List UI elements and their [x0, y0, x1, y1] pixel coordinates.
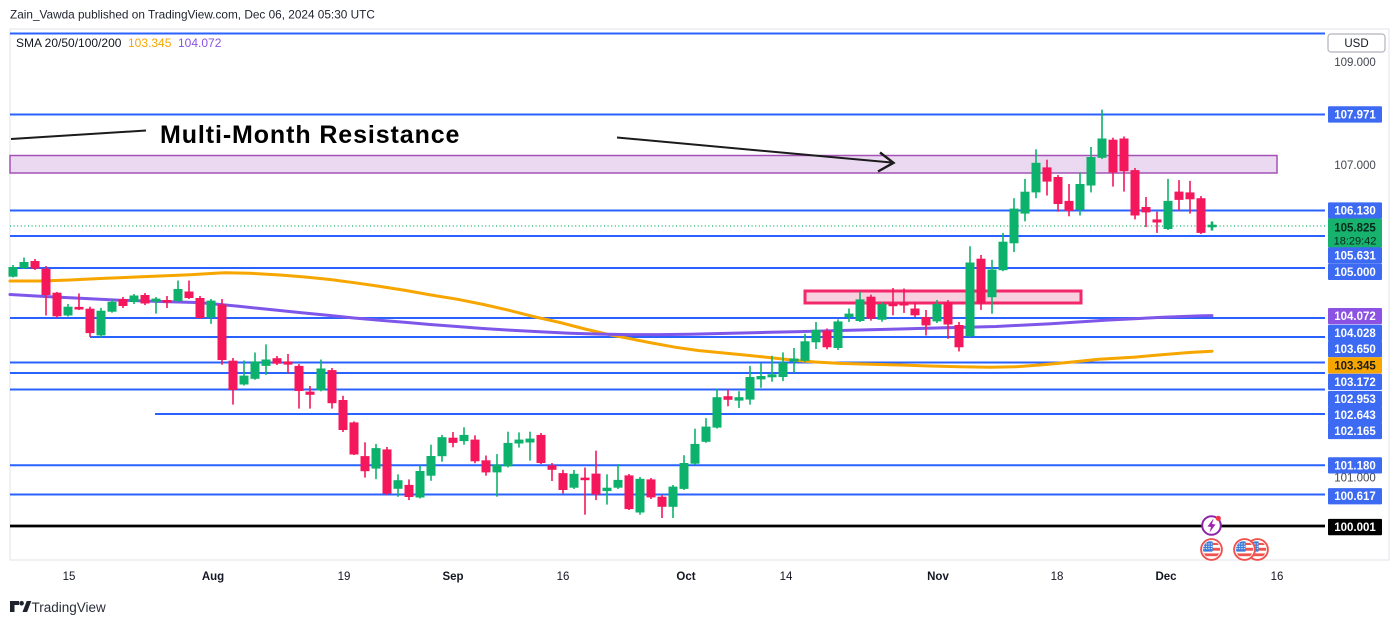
svg-text:102.953: 102.953 — [1334, 394, 1376, 406]
svg-text:105.825: 105.825 — [1334, 223, 1376, 235]
svg-text:Nov: Nov — [927, 571, 949, 583]
svg-text:15: 15 — [63, 571, 76, 583]
svg-text:102.643: 102.643 — [1334, 410, 1376, 422]
svg-text:107.971: 107.971 — [1334, 110, 1376, 122]
svg-text:16: 16 — [557, 571, 570, 583]
svg-text:Aug: Aug — [202, 571, 224, 583]
svg-text:101.180: 101.180 — [1334, 460, 1376, 472]
svg-text:103.172: 103.172 — [1334, 377, 1376, 389]
svg-text:Zain_Vawda published on Tradin: Zain_Vawda published on TradingView.com,… — [10, 8, 375, 22]
svg-text:105.631: 105.631 — [1334, 251, 1376, 263]
svg-text:14: 14 — [780, 571, 793, 583]
svg-text:105.000: 105.000 — [1334, 267, 1376, 279]
svg-text:103.650: 103.650 — [1334, 344, 1376, 356]
svg-text:USD: USD — [1344, 38, 1368, 50]
svg-text:Sep: Sep — [442, 571, 463, 583]
svg-text:107.000: 107.000 — [1334, 160, 1376, 172]
svg-text:109.000: 109.000 — [1334, 57, 1376, 69]
svg-text:100.617: 100.617 — [1334, 491, 1376, 503]
svg-text:18:29:42: 18:29:42 — [1334, 236, 1377, 248]
svg-text:16: 16 — [1271, 571, 1284, 583]
svg-text:103.345: 103.345 — [128, 36, 172, 50]
svg-text:104.072: 104.072 — [178, 36, 222, 50]
svg-text:103.345: 103.345 — [1334, 360, 1376, 372]
svg-text:104.028: 104.028 — [1334, 328, 1376, 340]
svg-text:18: 18 — [1051, 571, 1064, 583]
svg-text:106.130: 106.130 — [1334, 206, 1376, 218]
svg-text:Multi-Month Resistance: Multi-Month Resistance — [160, 121, 460, 149]
svg-text:Oct: Oct — [676, 571, 695, 583]
svg-text:Dec: Dec — [1155, 571, 1177, 583]
svg-text:101.000: 101.000 — [1334, 473, 1376, 485]
svg-text:TradingView: TradingView — [32, 600, 107, 615]
svg-text:19: 19 — [338, 571, 351, 583]
svg-text:SMA 20/50/100/200: SMA 20/50/100/200 — [16, 36, 122, 50]
svg-text:100.001: 100.001 — [1334, 522, 1376, 534]
svg-text:102.165: 102.165 — [1334, 426, 1376, 438]
svg-text:104.072: 104.072 — [1334, 311, 1376, 323]
